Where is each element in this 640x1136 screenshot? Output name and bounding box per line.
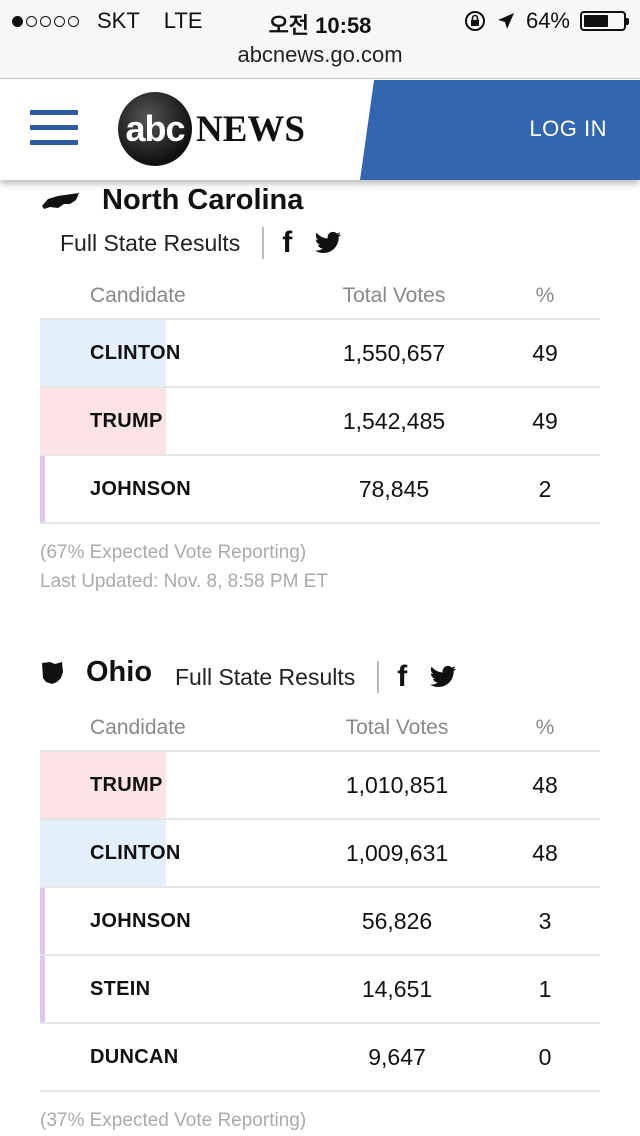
column-header-votes: Total Votes (342, 284, 446, 307)
full-state-results-link[interactable]: Full State Results (60, 229, 241, 256)
header-blue-fill (380, 80, 640, 180)
party-color-bar (40, 320, 166, 386)
party-color-bar (40, 888, 45, 954)
facebook-icon[interactable]: f (397, 660, 408, 693)
total-votes: 1,542,485 (342, 408, 446, 434)
state-header-ohio: Ohio (40, 656, 152, 689)
vote-percent: 48 (532, 840, 558, 866)
vote-percent: 3 (538, 908, 552, 934)
state-header-north-carolina: North Carolina (40, 184, 303, 217)
url-text[interactable]: abcnews.go.com (237, 42, 403, 67)
carrier-name: SKT (97, 8, 140, 33)
column-header-candidate: Candidate (90, 284, 186, 307)
state-links-ohio: Full State Results f (175, 660, 457, 694)
vote-percent: 1 (538, 976, 552, 1002)
status-right: 64% (464, 8, 629, 34)
candidate-name: CLINTON (90, 842, 181, 864)
abc-logo-circle: abc (118, 92, 192, 166)
candidate-name: TRUMP (90, 774, 163, 796)
divider (262, 227, 265, 259)
party-color-bar (40, 820, 166, 886)
total-votes: 9,647 (368, 1044, 426, 1070)
table-row[interactable]: JOHNSON 78,845 2 (40, 456, 600, 524)
divider (377, 661, 380, 693)
battery-level (584, 15, 609, 27)
vote-percent: 0 (538, 1044, 552, 1070)
party-color-bar (40, 388, 166, 454)
candidate-name: JOHNSON (90, 910, 192, 932)
table-row[interactable]: JOHNSON 56,826 3 (40, 888, 600, 956)
table-row[interactable]: DUNCAN 9,647 0 (40, 1024, 600, 1092)
site-header: abc NEWS LOG IN (0, 80, 640, 180)
vote-percent: 48 (532, 772, 558, 798)
vote-percent: 49 (532, 408, 558, 434)
total-votes: 14,651 (361, 976, 433, 1002)
signal-strength-icon (12, 15, 79, 27)
battery-icon (580, 11, 629, 31)
status-bar: SKT LTE 오전 10:58 64% (0, 0, 640, 40)
state-links-north-carolina: Full State Results f (60, 226, 342, 260)
table-top-border (40, 750, 600, 752)
ohio-map-icon (42, 661, 63, 684)
full-state-results-link[interactable]: Full State Results (175, 663, 356, 690)
party-color-bar (40, 752, 166, 818)
candidate-name: STEIN (90, 978, 151, 1000)
table-top-border (40, 318, 600, 320)
table-row[interactable]: STEIN 14,651 1 (40, 956, 600, 1024)
north-carolina-map-icon (42, 192, 79, 209)
abc-news-logo[interactable]: abc NEWS (118, 92, 305, 166)
party-color-bar (40, 956, 45, 1022)
facebook-icon[interactable]: f (282, 226, 293, 259)
party-color-bar (40, 456, 45, 522)
news-wordmark: NEWS (196, 108, 305, 150)
total-votes: 1,009,631 (345, 840, 449, 866)
state-name: North Carolina (102, 184, 304, 216)
twitter-icon[interactable] (429, 665, 457, 689)
column-header-percent: % (535, 284, 555, 307)
status-time: 오전 10:58 (268, 13, 372, 38)
total-votes: 78,845 (358, 476, 430, 502)
table-row[interactable]: CLINTON 1,009,631 48 (40, 820, 600, 888)
network-type: LTE (163, 8, 203, 33)
rotation-lock-icon (464, 11, 485, 31)
login-button[interactable]: LOG IN (529, 116, 607, 141)
column-header-percent: % (535, 716, 555, 739)
candidate-name: DUNCAN (90, 1046, 179, 1068)
battery-percent: 64% (525, 8, 570, 33)
column-header-candidate: Candidate (90, 716, 186, 739)
total-votes: 1,550,657 (342, 340, 446, 366)
vote-percent: 2 (538, 476, 552, 502)
candidate-name: JOHNSON (90, 478, 192, 500)
address-bar[interactable]: abcnews.go.com (0, 40, 640, 79)
candidate-name: CLINTON (90, 342, 181, 364)
total-votes: 56,826 (361, 908, 433, 934)
twitter-icon[interactable] (314, 231, 342, 255)
last-updated: Last Updated: Nov. 8, 8:58 PM ET (40, 571, 328, 592)
candidate-name: TRUMP (90, 410, 163, 432)
table-row[interactable]: CLINTON 1,550,657 49 (40, 320, 600, 388)
status-left: SKT LTE (12, 8, 203, 34)
column-header-votes: Total Votes (345, 716, 449, 739)
vote-percent: 49 (532, 340, 558, 366)
table-row[interactable]: TRUMP 1,542,485 49 (40, 388, 600, 456)
reporting-note: (67% Expected Vote Reporting) (40, 542, 307, 563)
menu-icon[interactable] (30, 110, 78, 146)
reporting-note: (37% Expected Vote Reporting) (40, 1110, 307, 1131)
state-name: Ohio (86, 656, 153, 688)
location-arrow-icon (497, 13, 514, 29)
total-votes: 1,010,851 (345, 772, 449, 798)
table-row[interactable]: TRUMP 1,010,851 48 (40, 752, 600, 820)
